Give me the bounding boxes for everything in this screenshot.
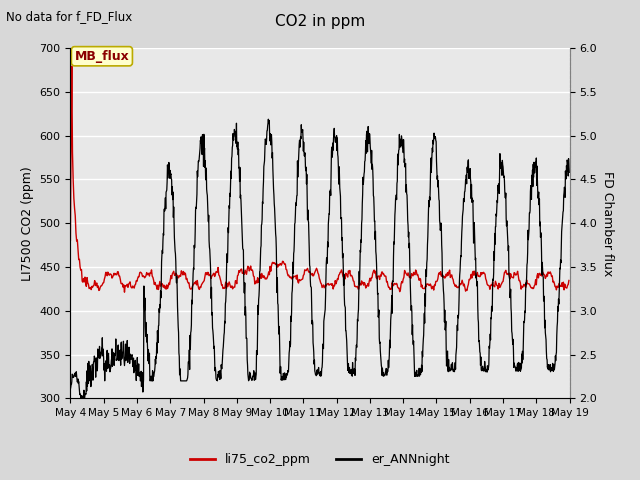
- Legend: li75_co2_ppm, er_ANNnight: li75_co2_ppm, er_ANNnight: [186, 448, 454, 471]
- Text: CO2 in ppm: CO2 in ppm: [275, 14, 365, 29]
- Y-axis label: FD Chamber flux: FD Chamber flux: [601, 170, 614, 276]
- Text: No data for f_FD_Flux: No data for f_FD_Flux: [6, 10, 132, 23]
- Y-axis label: LI7500 CO2 (ppm): LI7500 CO2 (ppm): [21, 166, 34, 281]
- Text: MB_flux: MB_flux: [74, 50, 129, 63]
